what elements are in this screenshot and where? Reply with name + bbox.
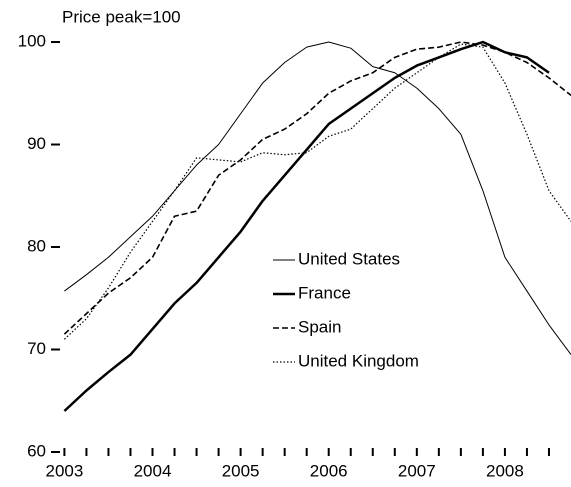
series-line: [63, 43, 571, 340]
legend-label: United Kingdom: [298, 351, 419, 370]
series-line: [64, 41, 571, 355]
legend-label: Spain: [298, 317, 341, 336]
x-tick-label: 2003: [45, 461, 83, 480]
x-tick-label: 2007: [398, 461, 436, 480]
y-tick-label: 70: [27, 339, 46, 358]
legend-label: United States: [298, 249, 400, 268]
y-tick-label: 60: [27, 441, 46, 460]
y-tick-label: 100: [18, 32, 46, 51]
y-axis-label: Price peak=100: [62, 7, 181, 26]
x-tick-label: 2005: [222, 461, 260, 480]
legend-label: France: [298, 283, 351, 302]
series-line: [63, 40, 550, 412]
series-line: [63, 41, 571, 335]
y-tick-label: 80: [27, 236, 46, 255]
x-tick-label: 2008: [486, 461, 524, 480]
x-tick-label: 2004: [134, 461, 172, 480]
y-tick-label: 90: [27, 134, 46, 153]
x-tick-label: 2006: [310, 461, 348, 480]
